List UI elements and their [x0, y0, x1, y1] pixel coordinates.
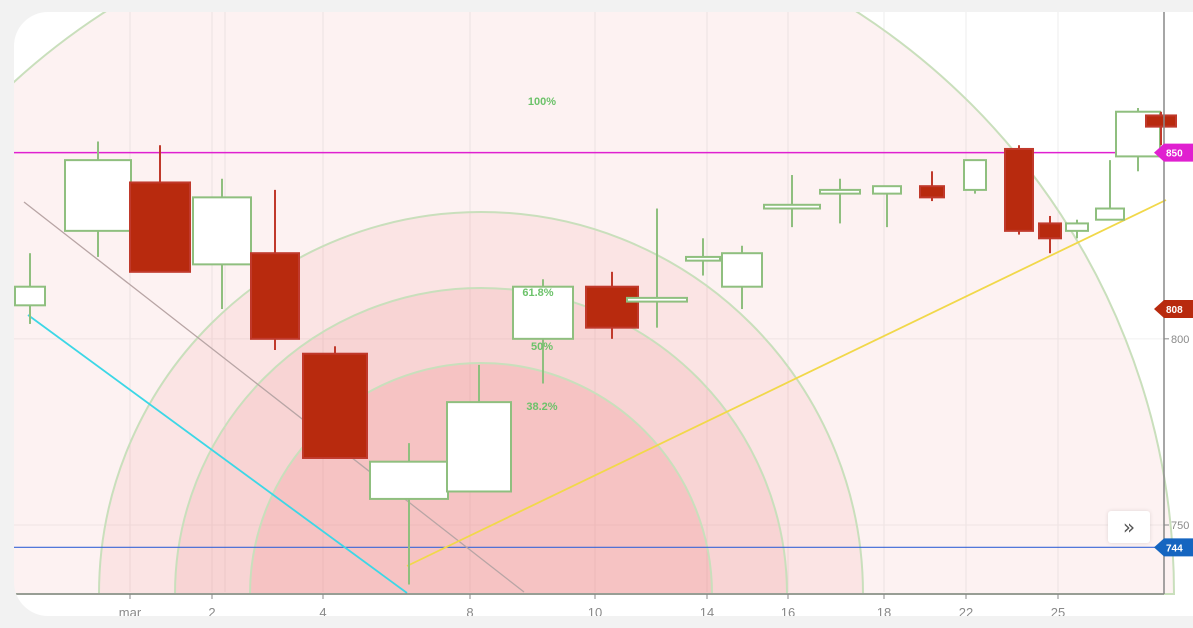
candle[interactable]: [446, 364, 512, 493]
price-tag-shape: [1154, 143, 1193, 162]
magenta-line-tag: 850: [1154, 143, 1193, 162]
candle[interactable]: [302, 346, 368, 459]
candle-body[interactable]: [626, 296, 688, 303]
x-tick-label: 8: [466, 605, 473, 616]
candle[interactable]: [626, 208, 688, 328]
candle-body[interactable]: [512, 285, 574, 340]
fibonacci-labels: 38.2% 50% 61.8% 100%: [522, 96, 557, 413]
y-tick-label: 750: [1171, 520, 1189, 532]
candle[interactable]: [1145, 111, 1177, 146]
candle-body[interactable]: [446, 401, 512, 493]
chart-card: 38.2% 50% 61.8% 100% mar 2 4 8 10 14 16 18 22 25 800 7…: [14, 12, 1193, 616]
x-tick-label: 14: [700, 605, 714, 616]
candle[interactable]: [919, 171, 945, 202]
x-tick-label: 4: [319, 605, 326, 616]
candle[interactable]: [585, 271, 639, 339]
scroll-to-latest-button[interactable]: »: [1108, 511, 1150, 543]
current-price-tag: 808: [1154, 300, 1193, 319]
candle-body[interactable]: [1004, 147, 1034, 232]
price-tag-label: 808: [1166, 305, 1183, 316]
price-tag-label: 744: [1166, 543, 1183, 554]
price-tag-shape: [1154, 538, 1193, 557]
x-tick-label: 10: [588, 605, 602, 616]
candle-body[interactable]: [685, 255, 721, 262]
candle[interactable]: [1095, 160, 1125, 221]
price-tag-label: 850: [1166, 149, 1183, 160]
price-tag-shape: [1154, 300, 1193, 319]
candle-body[interactable]: [1145, 114, 1177, 128]
candle-body[interactable]: [129, 181, 191, 273]
fib-label: 100%: [528, 96, 556, 108]
axes: mar 2 4 8 10 14 16 18 22 25 800 750: [14, 12, 1189, 616]
y-tick-label: 800: [1171, 334, 1189, 346]
candle-body[interactable]: [721, 252, 763, 288]
candle-body[interactable]: [192, 196, 252, 266]
candle-body[interactable]: [963, 159, 987, 191]
candle[interactable]: [819, 178, 861, 224]
candle-body[interactable]: [369, 460, 449, 500]
candle[interactable]: [1038, 215, 1062, 254]
blue-line-tag: 744: [1154, 538, 1193, 557]
candle[interactable]: [14, 253, 46, 324]
x-tick-label: 2: [208, 605, 215, 616]
price-tags: 850 808 744: [1154, 143, 1193, 557]
candle-body[interactable]: [14, 285, 46, 307]
candle-body[interactable]: [872, 185, 902, 195]
x-tick-label: mar: [119, 605, 142, 616]
candles[interactable]: [14, 108, 1177, 585]
x-tick-label: 18: [877, 605, 891, 616]
candle-body[interactable]: [250, 252, 300, 340]
candle-body[interactable]: [1038, 222, 1062, 240]
candle-body[interactable]: [585, 285, 639, 329]
candle-body[interactable]: [1095, 207, 1125, 221]
x-tick-label: 22: [959, 605, 973, 616]
candle[interactable]: [685, 238, 721, 276]
candle[interactable]: [963, 159, 987, 194]
candle-body[interactable]: [763, 203, 821, 210]
candle[interactable]: [1004, 145, 1034, 235]
x-tick-label: 16: [781, 605, 795, 616]
candle-body[interactable]: [919, 185, 945, 199]
candle[interactable]: [512, 279, 574, 384]
candle[interactable]: [763, 175, 821, 228]
trend-lines[interactable]: [14, 151, 1167, 594]
double-chevron-right-icon: »: [1122, 515, 1136, 539]
candle-body[interactable]: [819, 188, 861, 195]
fib-label: 61.8%: [522, 287, 553, 299]
candle-body[interactable]: [302, 352, 368, 459]
candle[interactable]: [872, 185, 902, 228]
x-tick-label: 25: [1051, 605, 1065, 616]
yellow-trend-line[interactable]: [406, 199, 1167, 567]
cyan-trend-line[interactable]: [27, 314, 408, 594]
gray-trend-line[interactable]: [23, 201, 525, 593]
candle[interactable]: [192, 178, 252, 310]
candle-body[interactable]: [1065, 222, 1089, 232]
candlestick-chart[interactable]: 38.2% 50% 61.8% 100% mar 2 4 8 10 14 16 18 22 25 800 7…: [14, 12, 1193, 616]
candle[interactable]: [1065, 219, 1089, 239]
fib-label: 38.2%: [526, 401, 557, 413]
candle[interactable]: [721, 245, 763, 310]
fib-label: 50%: [531, 341, 553, 353]
candle[interactable]: [250, 189, 300, 350]
candle[interactable]: [129, 145, 191, 273]
candle-body[interactable]: [64, 159, 132, 232]
